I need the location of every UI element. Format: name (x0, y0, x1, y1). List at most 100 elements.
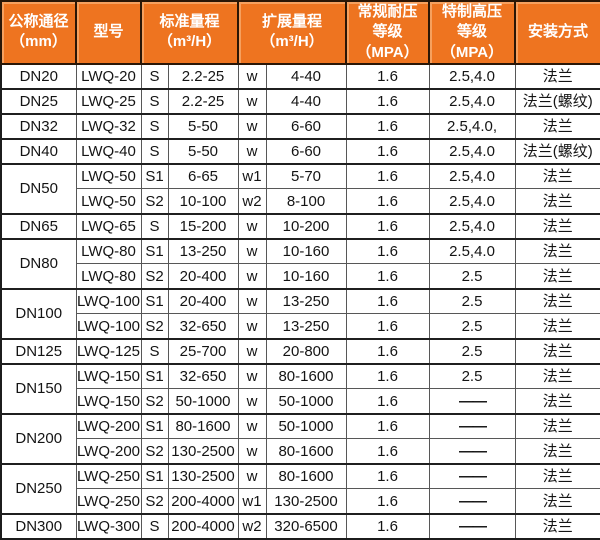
cell-normal-pressure: 1.6 (345, 313, 430, 340)
cell-std-range: 2.2-25 (167, 87, 239, 115)
cell-high-pressure: 2.5 (428, 287, 516, 315)
cell-std-range: 5-50 (167, 137, 239, 165)
cell-normal-pressure: 1.6 (345, 212, 430, 240)
cell-diameter: DN65 (0, 212, 77, 240)
cell-install: 法兰 (514, 62, 600, 90)
cell-normal-pressure: 1.6 (345, 263, 430, 290)
table-row: DN150 LWQ-150 S1 32-650 w 80-1600 1.6 2.5 法兰 (0, 362, 600, 415)
cell-w-label: w2 (237, 188, 267, 215)
table-row: LWQ-150 S2 50-1000 w 50-1000 1.6 —— 法兰 (1, 388, 600, 415)
cell-s-label: S (140, 512, 169, 540)
cell-std-range: 20-400 (167, 263, 239, 290)
cell-install: 法兰 (514, 287, 600, 315)
table-row: LWQ-50 S2 10-100 w2 8-100 1.6 2.5,4.0 法兰 (1, 188, 600, 215)
cell-install: 法兰 (514, 237, 600, 265)
cell-high-pressure: 2.5 (428, 362, 516, 390)
cell-ext-range: 4-40 (265, 87, 347, 115)
cell-ext-range: 5-70 (265, 162, 347, 190)
cell-install: 法兰 (514, 488, 600, 515)
cell-high-pressure: 2.5,4.0 (428, 162, 516, 190)
cell-w-label: w (237, 337, 267, 365)
table-row: DN20 LWQ-20 S 2.2-25 w 4-40 1.6 2.5,4.0 法兰 (0, 62, 600, 90)
cell-diameter: DN300 (0, 512, 77, 540)
cell-std-range: 5-50 (167, 112, 239, 140)
cell-std-range: 32-650 (167, 362, 239, 390)
cell-model: LWQ-50 (75, 188, 142, 215)
cell-install: 法兰 (514, 263, 600, 290)
table-row: LWQ-250 S2 200-4000 w1 130-2500 1.6 —— 法兰 (1, 488, 600, 515)
cell-s-label: S1 (140, 462, 169, 490)
cell-normal-pressure: 1.6 (345, 438, 430, 465)
cell-high-pressure: 2.5,4.0 (428, 62, 516, 90)
cell-diameter: DN125 (0, 337, 77, 365)
cell-high-pressure: 2.5 (428, 313, 516, 340)
cell-normal-pressure: 1.6 (345, 188, 430, 215)
cell-ext-range: 80-1600 (265, 362, 347, 390)
cell-std-range: 25-700 (167, 337, 239, 365)
cell-ext-range: 80-1600 (265, 438, 347, 465)
cell-install: 法兰(螺纹) (514, 137, 600, 165)
cell-normal-pressure: 1.6 (345, 362, 430, 390)
cell-s-label: S2 (140, 438, 169, 465)
cell-w-label: w2 (237, 512, 267, 540)
cell-ext-range: 4-40 (265, 62, 347, 90)
cell-ext-range: 8-100 (265, 188, 347, 215)
cell-s-label: S1 (140, 412, 169, 440)
cell-s-label: S1 (140, 162, 169, 190)
cell-ext-range: 6-60 (265, 137, 347, 165)
cell-install: 法兰 (514, 162, 600, 190)
cell-ext-range: 10-160 (265, 263, 347, 290)
cell-install: 法兰 (514, 438, 600, 465)
cell-install: 法兰 (514, 462, 600, 490)
cell-s-label: S2 (140, 188, 169, 215)
cell-install: 法兰 (514, 388, 600, 415)
cell-s-label: S (140, 112, 169, 140)
cell-diameter: DN50 (0, 162, 77, 215)
header-normal-pressure: 常规耐压 等级（MPA） (345, 0, 430, 65)
cell-high-pressure: 2.5,4.0 (428, 137, 516, 165)
table-row: DN40 LWQ-40 S 5-50 w 6-60 1.6 2.5,4.0 法兰(螺纹) (0, 137, 600, 165)
cell-s-label: S (140, 137, 169, 165)
cell-install: 法兰 (514, 337, 600, 365)
cell-high-pressure: —— (428, 512, 516, 540)
cell-std-range: 130-2500 (167, 462, 239, 490)
cell-w-label: w (237, 462, 267, 490)
cell-high-pressure: —— (428, 388, 516, 415)
cell-high-pressure: —— (428, 412, 516, 440)
header-std-range: 标准量程 （m³/H） (140, 0, 239, 65)
cell-diameter: DN25 (0, 87, 77, 115)
cell-model: LWQ-50 (75, 162, 142, 190)
cell-std-range: 200-4000 (167, 488, 239, 515)
cell-w-label: w (237, 412, 267, 440)
cell-model: LWQ-200 (75, 438, 142, 465)
cell-model: LWQ-150 (75, 388, 142, 415)
cell-install: 法兰 (514, 188, 600, 215)
table-row: DN50 LWQ-50 S1 6-65 w1 5-70 1.6 2.5,4.0 法兰 (0, 162, 600, 215)
cell-high-pressure: —— (428, 438, 516, 465)
header-high-pressure: 特制高压 等级（MPA） (428, 0, 516, 65)
cell-std-range: 130-2500 (167, 438, 239, 465)
cell-diameter: DN32 (0, 112, 77, 140)
cell-high-pressure: 2.5,4.0 (428, 87, 516, 115)
cell-model: LWQ-80 (75, 237, 142, 265)
cell-s-label: S (140, 212, 169, 240)
cell-model: LWQ-250 (75, 462, 142, 490)
cell-high-pressure: —— (428, 462, 516, 490)
cell-high-pressure: 2.5 (428, 263, 516, 290)
cell-ext-range: 50-1000 (265, 412, 347, 440)
cell-model: LWQ-32 (75, 112, 142, 140)
table-row: DN250 LWQ-250 S1 130-2500 w 80-1600 1.6 —— 法兰 (0, 462, 600, 515)
cell-install: 法兰 (514, 313, 600, 340)
table-row: DN300 LWQ-300 S 200-4000 w2 320-6500 1.6 —— 法兰 (0, 512, 600, 540)
cell-install: 法兰 (514, 112, 600, 140)
cell-ext-range: 50-1000 (265, 388, 347, 415)
cell-diameter: DN100 (0, 287, 77, 340)
cell-w-label: w (237, 362, 267, 390)
cell-w-label: w1 (237, 488, 267, 515)
cell-model: LWQ-100 (75, 287, 142, 315)
cell-install: 法兰(螺纹) (514, 87, 600, 115)
cell-high-pressure: —— (428, 488, 516, 515)
cell-normal-pressure: 1.6 (345, 62, 430, 90)
cell-ext-range: 10-160 (265, 237, 347, 265)
cell-high-pressure: 2.5,4.0, (428, 112, 516, 140)
